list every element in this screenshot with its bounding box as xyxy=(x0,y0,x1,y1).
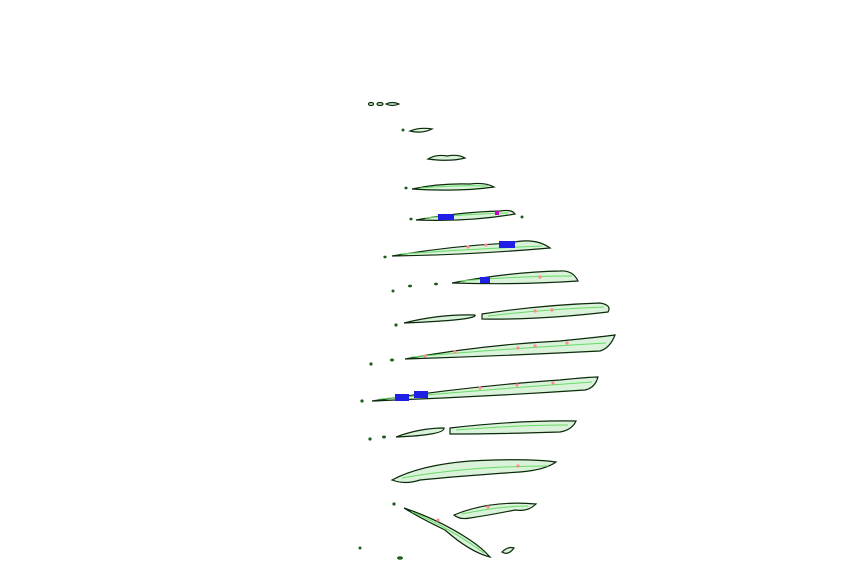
ridge-row-14 xyxy=(358,546,515,560)
blue-marker xyxy=(395,394,409,401)
ridge-row-9 xyxy=(369,334,616,366)
ridge-row-2 xyxy=(401,127,434,133)
pink-dot xyxy=(486,505,490,509)
pink-dot xyxy=(550,308,554,312)
ridge-row-1 xyxy=(367,101,401,107)
pink-dot xyxy=(453,350,457,354)
ridge-row-13 xyxy=(392,502,538,559)
ridge-row-7 xyxy=(391,270,579,293)
pink-dot xyxy=(533,309,537,313)
pink-dot xyxy=(516,464,520,468)
pink-dot xyxy=(423,354,427,358)
pink-dot xyxy=(466,245,470,249)
magenta-marker xyxy=(495,211,499,215)
pink-dot xyxy=(516,346,520,350)
ridge-row-4 xyxy=(404,182,496,191)
pink-dot xyxy=(551,381,555,385)
blue-marker xyxy=(414,391,428,398)
pink-dot xyxy=(478,386,482,390)
ridge-row-3 xyxy=(426,154,467,161)
blue-marker xyxy=(499,241,515,248)
ridge-row-10 xyxy=(360,376,599,403)
pink-dot xyxy=(538,275,542,279)
pink-dot xyxy=(436,518,440,522)
pink-dot xyxy=(565,341,569,345)
pink-dot xyxy=(515,383,519,387)
ridge-row-6 xyxy=(383,240,552,259)
pink-dot xyxy=(484,243,488,247)
ridge-row-8 xyxy=(394,302,610,327)
pink-dot xyxy=(533,344,537,348)
ridge-row-5 xyxy=(409,209,524,221)
ridge-row-11 xyxy=(368,420,577,441)
blue-marker xyxy=(438,214,454,220)
ridge-row-12 xyxy=(390,459,558,484)
blue-marker xyxy=(480,277,490,283)
